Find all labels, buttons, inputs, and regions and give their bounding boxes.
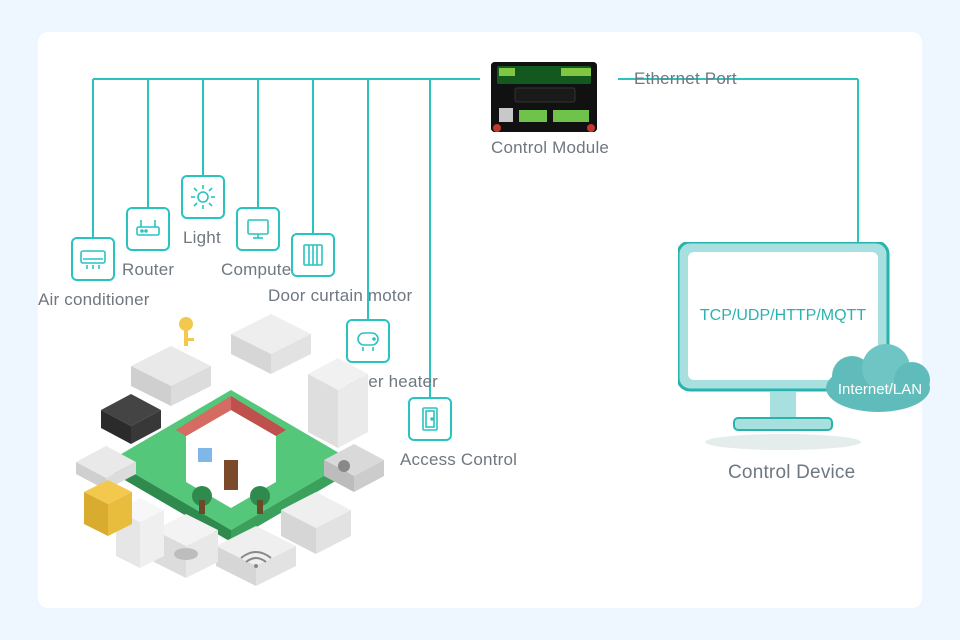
air-conditioner-label: Air conditioner [38,290,150,310]
light-icon [181,175,225,219]
control-device-label: Control Device [728,462,855,484]
door-curtain-icon [291,233,335,277]
control-module [491,62,597,132]
access-control-icon [408,397,452,441]
monitor-screen-text: TCP/UDP/HTTP/MQTT [700,307,866,324]
cloud-text: Internet/LAN [838,381,922,398]
smart-home-isometric [76,310,386,590]
router-label: Router [122,260,174,280]
computer-icon [236,207,280,251]
light-label: Light [183,228,221,248]
ethernet-port-label: Ethernet Port [634,69,737,89]
control-device: TCP/UDP/HTTP/MQTT Internet/LAN [678,242,908,442]
computer-label: Computer [221,260,297,280]
air-conditioner-icon [71,237,115,281]
control-module-label: Control Module [491,138,609,158]
door-curtain-label: Door curtain motor [268,286,412,306]
router-icon [126,207,170,251]
access-control-label: Access Control [400,450,517,470]
